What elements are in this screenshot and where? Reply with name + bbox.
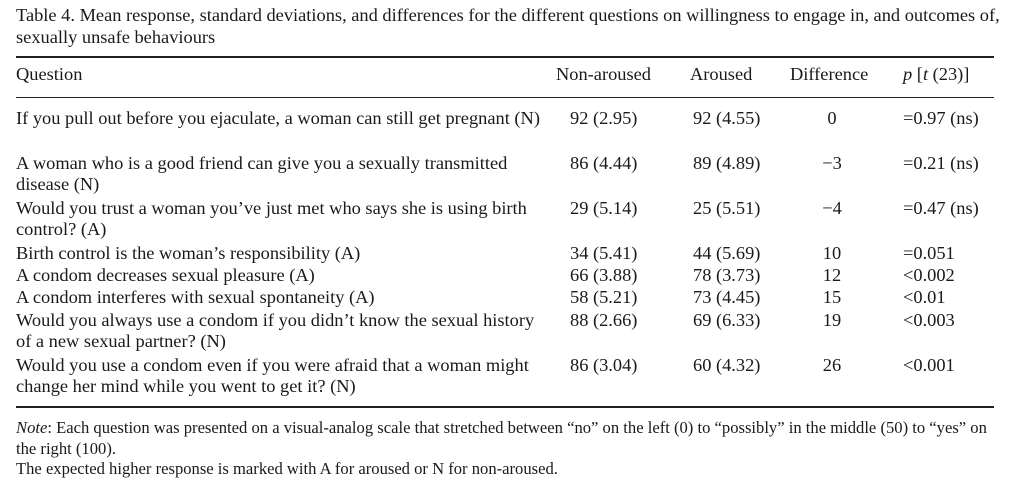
table-note: Note: Each question was presented on a v… — [16, 418, 1001, 480]
row-non-aroused: 34 (5.41) — [570, 243, 638, 263]
bottom-rule — [16, 406, 994, 408]
row-question: A woman who is a good friend can give yo… — [16, 153, 508, 194]
row-aroused: 92 (4.55) — [693, 108, 761, 128]
row-question: A condom interferes with sexual spontane… — [16, 287, 375, 307]
row-non-aroused: 58 (5.21) — [570, 287, 638, 307]
row-difference: 26 — [822, 355, 842, 375]
row-p-value: <0.003 — [903, 310, 955, 330]
row-p-value: <0.001 — [903, 355, 955, 375]
row-difference: 12 — [822, 265, 842, 285]
table-caption: Table 4. Mean response, standard deviati… — [16, 5, 1000, 47]
row-p-value: =0.051 — [903, 243, 955, 263]
row-p-value: =0.47 (ns) — [903, 198, 979, 218]
row-question: Would you trust a woman you’ve just met … — [16, 198, 527, 239]
header-p-open: [ — [912, 64, 923, 84]
row-difference: 19 — [822, 310, 842, 330]
row-aroused: 69 (6.33) — [693, 310, 761, 330]
row-question: If you pull out before you ejaculate, a … — [16, 108, 540, 128]
row-aroused: 78 (3.73) — [693, 265, 761, 285]
row-aroused: 44 (5.69) — [693, 243, 761, 263]
row-question: Would you always use a condom if you did… — [16, 310, 535, 351]
header-rule — [16, 97, 994, 98]
row-p-value: =0.97 (ns) — [903, 108, 979, 128]
row-non-aroused: 86 (3.04) — [570, 355, 638, 375]
header-aroused: Aroused — [690, 64, 753, 84]
header-t-symbol: t — [922, 64, 929, 84]
top-rule — [16, 56, 994, 58]
header-non-aroused: Non-aroused — [556, 64, 651, 84]
row-difference: 10 — [822, 243, 842, 263]
row-aroused: 60 (4.32) — [693, 355, 761, 375]
row-non-aroused: 66 (3.88) — [570, 265, 638, 285]
row-non-aroused: 92 (2.95) — [570, 108, 638, 128]
note-line-1: Note: Each question was presented on a v… — [16, 418, 1001, 459]
row-aroused: 89 (4.89) — [693, 153, 761, 173]
row-aroused: 25 (5.51) — [693, 198, 761, 218]
note-label: Note — [16, 418, 48, 437]
row-question: Would you use a condom even if you were … — [16, 355, 529, 396]
header-p-close: (23)] — [928, 64, 970, 84]
row-non-aroused: 88 (2.66) — [570, 310, 638, 330]
row-difference: −4 — [822, 198, 842, 218]
row-p-value: <0.002 — [903, 265, 955, 285]
header-p-symbol: p — [903, 64, 913, 84]
row-difference: 0 — [827, 108, 837, 128]
row-aroused: 73 (4.45) — [693, 287, 761, 307]
row-difference: −3 — [822, 153, 842, 173]
header-question: Question — [16, 64, 83, 84]
row-difference: 15 — [822, 287, 842, 307]
row-non-aroused: 86 (4.44) — [570, 153, 638, 173]
note-text: : Each question was presented on a visua… — [16, 418, 987, 458]
row-question: Birth control is the woman’s responsibil… — [16, 243, 361, 263]
header-difference: Difference — [790, 64, 869, 84]
row-p-value: =0.21 (ns) — [903, 153, 979, 173]
row-non-aroused: 29 (5.14) — [570, 198, 638, 218]
header-p-value: p [t (23)] — [903, 64, 969, 85]
row-p-value: <0.01 — [903, 287, 946, 307]
row-question: A condom decreases sexual pleasure (A) — [16, 265, 315, 285]
note-line-2: The expected higher response is marked w… — [16, 459, 558, 478]
